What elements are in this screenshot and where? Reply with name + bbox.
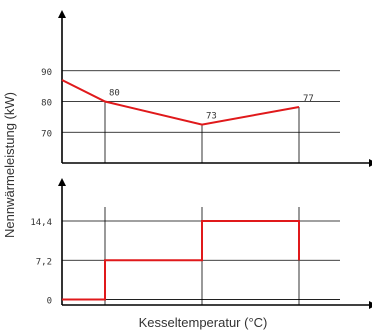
bottom-y-tick-label-1: 7,2 — [36, 257, 52, 267]
top-y-tick-label-0: 70 — [41, 129, 52, 139]
top-x-axis-arrow — [369, 159, 372, 167]
bottom-y-tick-label-0: 0 — [47, 297, 52, 307]
top-y-tick-label-2: 90 — [41, 68, 52, 78]
bottom-y-axis-arrow — [58, 178, 66, 186]
top-series-line — [61, 79, 300, 126]
x-axis-label: Kesseltemperatur (°C) — [139, 315, 268, 330]
y-axis-label: Nennwärmeleistung (kW) — [2, 92, 17, 238]
top-y-tick-label-1: 80 — [41, 99, 52, 109]
bottom-series-line — [62, 220, 300, 301]
bottom-panel: 0 7,2 14,4 — [30, 178, 372, 309]
top-panel: 70 80 90 80 73 77 — [41, 10, 372, 167]
top-y-axis-arrow — [58, 10, 66, 18]
top-data-label-0: 80 — [109, 89, 120, 99]
top-data-label-1: 73 — [206, 112, 217, 122]
bottom-y-tick-label-2: 14,4 — [30, 218, 52, 228]
bottom-x-axis-arrow — [369, 301, 372, 309]
top-data-label-2: 77 — [303, 94, 314, 104]
